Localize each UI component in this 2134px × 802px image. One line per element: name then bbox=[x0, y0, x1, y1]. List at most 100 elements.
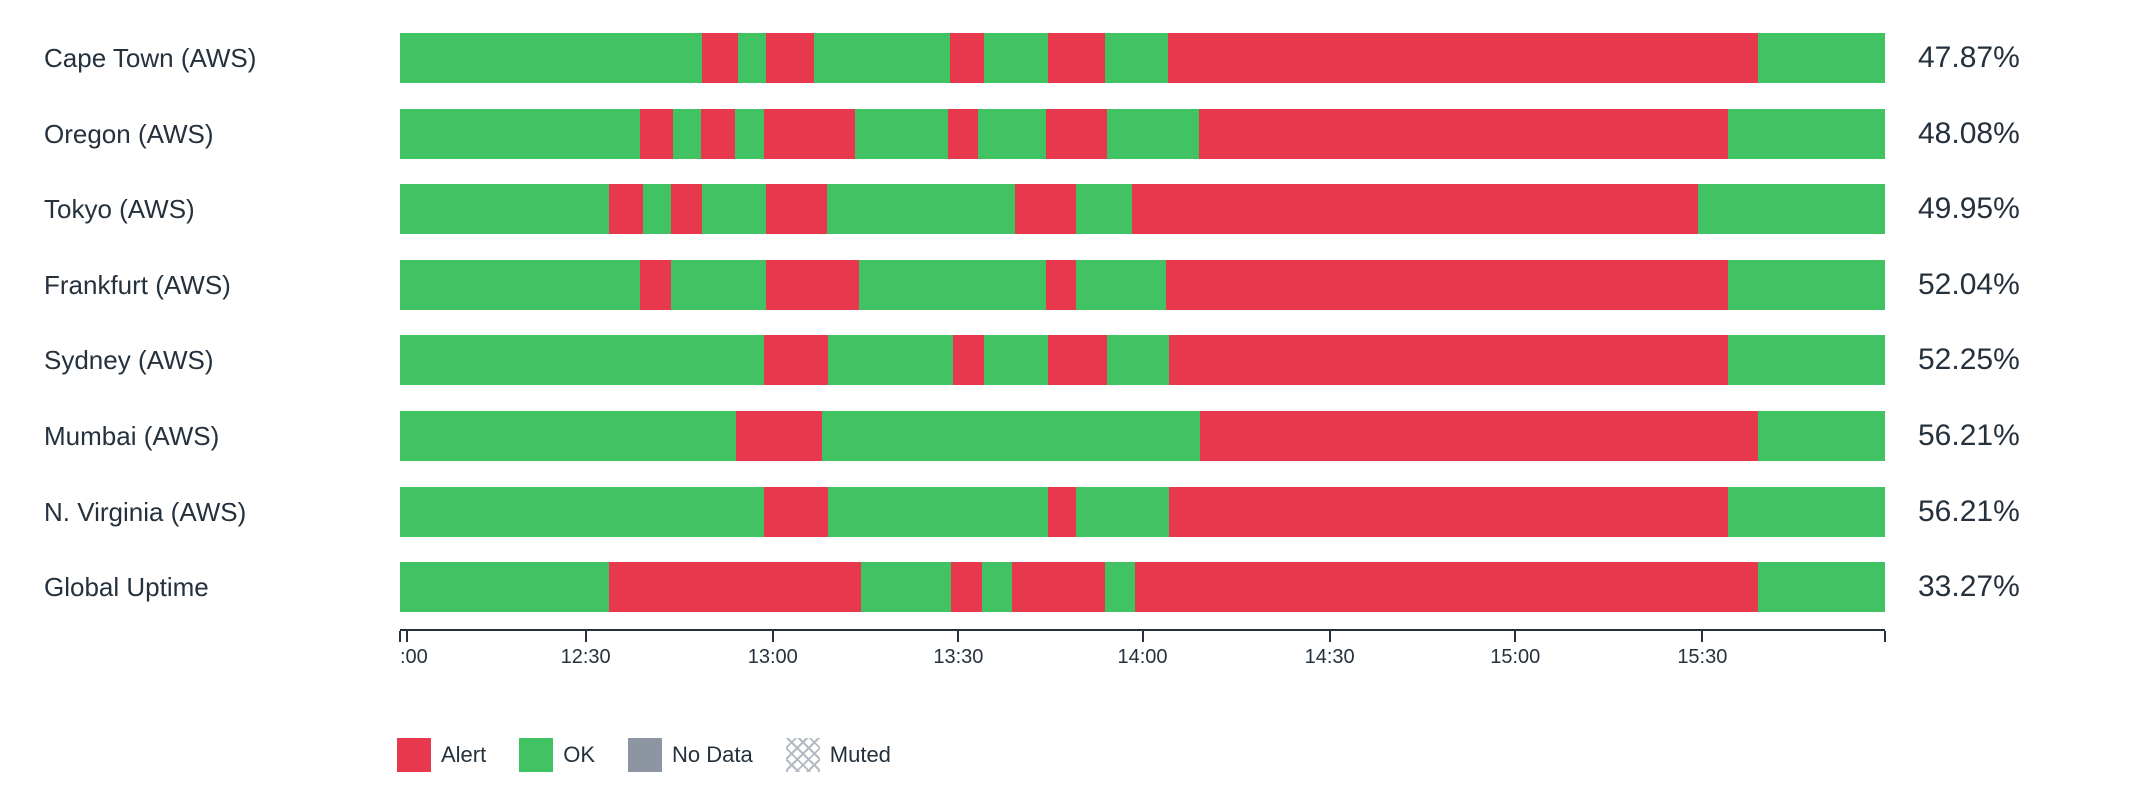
segment-ok[interactable] bbox=[984, 335, 1049, 386]
segment-ok[interactable] bbox=[814, 33, 951, 83]
segment-ok[interactable] bbox=[858, 259, 1046, 310]
segment-ok[interactable] bbox=[1728, 335, 1885, 386]
legend-item-alert[interactable]: Alert bbox=[397, 738, 486, 772]
uptime-row: Global Uptime 33.27% bbox=[0, 562, 2134, 613]
segment-ok[interactable] bbox=[400, 486, 764, 537]
uptime-bar[interactable] bbox=[400, 184, 1885, 235]
row-label: Cape Town (AWS) bbox=[44, 43, 257, 73]
segment-ok[interactable] bbox=[1075, 259, 1167, 310]
axis-tick bbox=[957, 631, 960, 642]
segment-alert[interactable] bbox=[1047, 33, 1105, 83]
segment-alert[interactable] bbox=[766, 259, 859, 310]
segment-ok[interactable] bbox=[737, 33, 766, 83]
segment-alert[interactable] bbox=[950, 33, 985, 83]
segment-ok[interactable] bbox=[400, 184, 610, 235]
segment-alert[interactable] bbox=[1135, 562, 1759, 613]
segment-alert[interactable] bbox=[1166, 259, 1729, 310]
legend-item-muted[interactable]: Muted bbox=[785, 738, 891, 772]
segment-ok[interactable] bbox=[827, 184, 1016, 235]
segment-ok[interactable] bbox=[821, 411, 1201, 461]
segment-alert[interactable] bbox=[765, 33, 815, 83]
legend-label: Alert bbox=[441, 742, 487, 767]
segment-ok[interactable] bbox=[400, 108, 640, 159]
segment-ok[interactable] bbox=[673, 108, 702, 159]
uptime-row: Cape Town (AWS) 47.87% bbox=[0, 33, 2134, 83]
segment-alert[interactable] bbox=[950, 562, 982, 613]
segment-ok[interactable] bbox=[400, 562, 610, 613]
segment-ok[interactable] bbox=[1758, 411, 1885, 461]
uptime-bar[interactable] bbox=[400, 562, 1885, 613]
segment-ok[interactable] bbox=[1698, 184, 1885, 235]
legend-item-ok[interactable]: OK bbox=[519, 738, 595, 772]
legend-item-no-data[interactable]: No Data bbox=[628, 738, 753, 772]
segment-ok[interactable] bbox=[984, 33, 1048, 83]
segment-ok[interactable] bbox=[1075, 486, 1169, 537]
segment-ok[interactable] bbox=[400, 335, 764, 386]
segment-ok[interactable] bbox=[1104, 562, 1136, 613]
segment-alert[interactable] bbox=[1045, 259, 1076, 310]
segment-alert[interactable] bbox=[763, 335, 828, 386]
segment-ok[interactable] bbox=[1075, 184, 1132, 235]
row-label: N. Virginia (AWS) bbox=[44, 496, 247, 527]
uptime-bar[interactable] bbox=[400, 33, 1885, 83]
segment-ok[interactable] bbox=[702, 184, 766, 235]
segment-ok[interactable] bbox=[734, 108, 764, 159]
segment-ok[interactable] bbox=[1728, 108, 1885, 159]
segment-alert[interactable] bbox=[948, 108, 979, 159]
segment-ok[interactable] bbox=[1758, 33, 1885, 83]
axis-tick-label: 13:00 bbox=[747, 646, 798, 668]
segment-alert[interactable] bbox=[1200, 411, 1759, 461]
segment-ok[interactable] bbox=[1728, 259, 1885, 310]
segment-alert[interactable] bbox=[1048, 335, 1108, 386]
segment-ok[interactable] bbox=[978, 108, 1046, 159]
uptime-row: Frankfurt (AWS) 52.04% bbox=[0, 259, 2134, 310]
uptime-bar[interactable] bbox=[400, 411, 1885, 461]
segment-alert[interactable] bbox=[1015, 184, 1076, 235]
axis-tick bbox=[405, 631, 408, 642]
segment-ok[interactable] bbox=[855, 108, 949, 159]
segment-alert[interactable] bbox=[609, 184, 643, 235]
segment-alert[interactable] bbox=[701, 108, 735, 159]
segment-ok[interactable] bbox=[827, 335, 953, 386]
segment-alert[interactable] bbox=[735, 411, 822, 461]
segment-alert[interactable] bbox=[639, 108, 674, 159]
segment-alert[interactable] bbox=[1168, 335, 1729, 386]
segment-alert[interactable] bbox=[702, 33, 738, 83]
segment-alert[interactable] bbox=[609, 562, 862, 613]
uptime-bar[interactable] bbox=[400, 108, 1885, 159]
segment-ok[interactable] bbox=[1728, 486, 1885, 537]
uptime-bar[interactable] bbox=[400, 259, 1885, 310]
segment-ok[interactable] bbox=[400, 259, 640, 310]
segment-ok[interactable] bbox=[827, 486, 1048, 537]
segment-ok[interactable] bbox=[670, 259, 767, 310]
segment-ok[interactable] bbox=[400, 33, 703, 83]
segment-ok[interactable] bbox=[642, 184, 671, 235]
segment-ok[interactable] bbox=[1104, 33, 1169, 83]
segment-alert[interactable] bbox=[1047, 486, 1076, 537]
segment-alert[interactable] bbox=[639, 259, 671, 310]
segment-ok[interactable] bbox=[1107, 335, 1169, 386]
axis-tick-label: 14:00 bbox=[1117, 646, 1168, 668]
segment-ok[interactable] bbox=[400, 411, 736, 461]
segment-alert[interactable] bbox=[1045, 108, 1108, 159]
segment-ok[interactable] bbox=[861, 562, 951, 613]
segment-alert[interactable] bbox=[952, 335, 985, 386]
segment-alert[interactable] bbox=[1131, 184, 1699, 235]
segment-alert[interactable] bbox=[1198, 108, 1729, 159]
segment-alert[interactable] bbox=[765, 184, 828, 235]
segment-ok[interactable] bbox=[981, 562, 1013, 613]
segment-alert[interactable] bbox=[1168, 33, 1759, 83]
segment-ok[interactable] bbox=[1758, 562, 1885, 613]
segment-alert[interactable] bbox=[763, 108, 856, 159]
uptime-bar[interactable] bbox=[400, 486, 1885, 537]
axis-tick-label: 15:30 bbox=[1677, 646, 1728, 668]
axis-tick-label: 12:30 bbox=[560, 646, 611, 668]
segment-alert[interactable] bbox=[1012, 562, 1105, 613]
row-label: Oregon (AWS) bbox=[44, 118, 214, 149]
uptime-bar[interactable] bbox=[400, 335, 1885, 386]
segment-alert[interactable] bbox=[670, 184, 703, 235]
segment-ok[interactable] bbox=[1107, 108, 1199, 159]
row-label: Mumbai (AWS) bbox=[44, 421, 220, 451]
segment-alert[interactable] bbox=[763, 486, 828, 537]
segment-alert[interactable] bbox=[1168, 486, 1729, 537]
